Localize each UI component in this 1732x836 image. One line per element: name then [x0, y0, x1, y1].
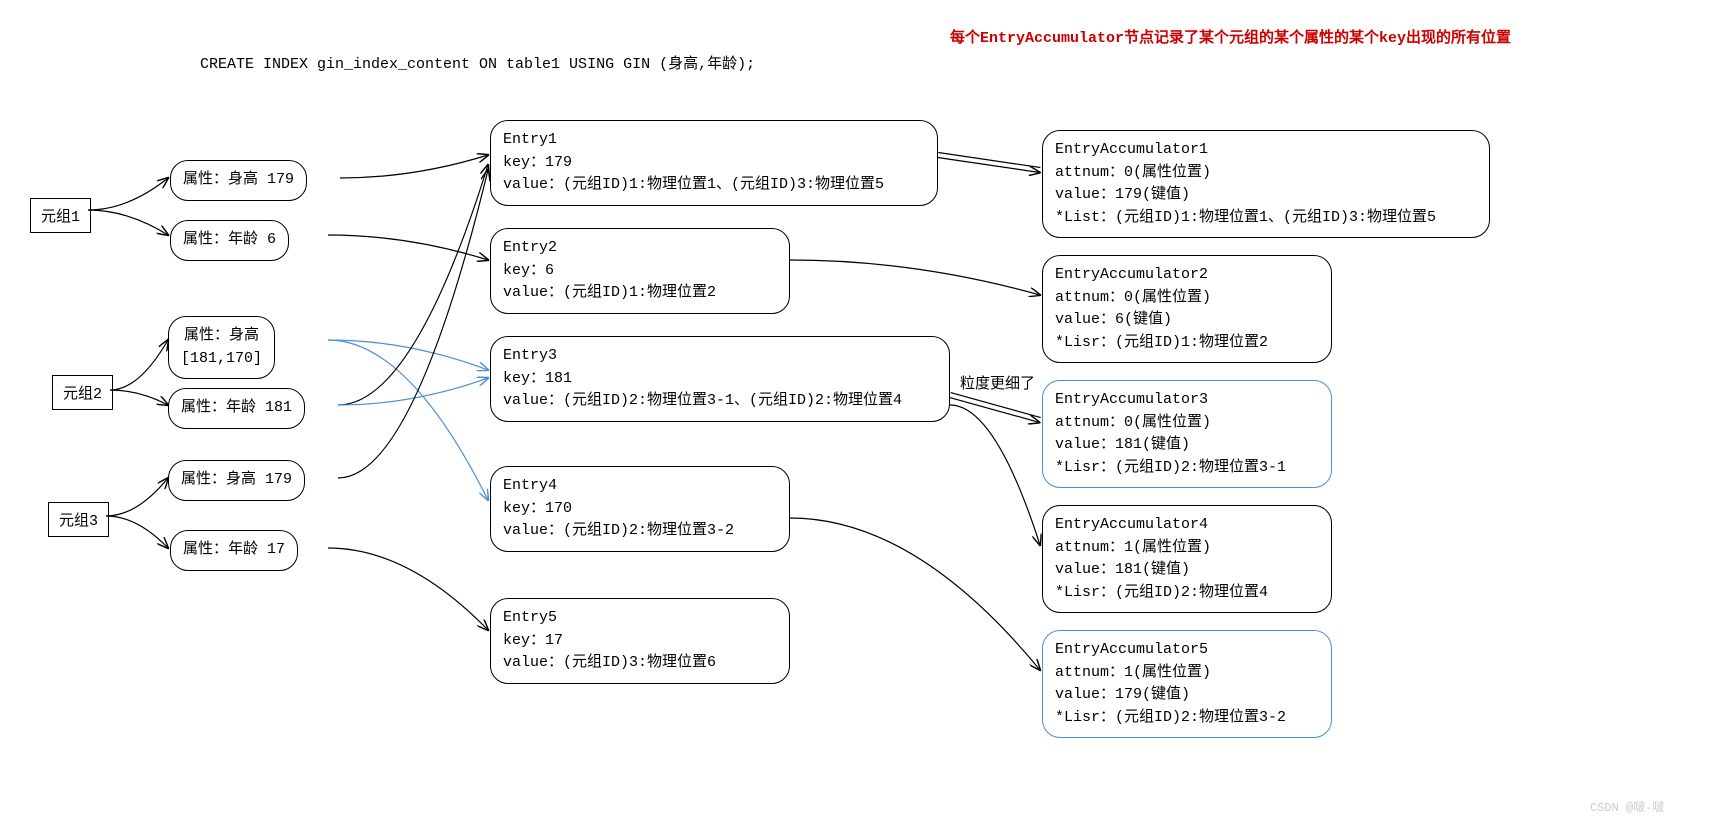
- tuple-2: 元组2: [52, 375, 113, 410]
- entry-4-title: Entry4: [503, 475, 777, 498]
- accumulator-5: EntryAccumulator5 attnum：1(属性位置) value：1…: [1042, 630, 1332, 738]
- acc-1-list: *List：(元组ID)1:物理位置1、(元组ID)3:物理位置5: [1055, 207, 1477, 230]
- acc-2-title: EntryAccumulator2: [1055, 264, 1319, 287]
- acc-4-value: value：181(键值): [1055, 559, 1319, 582]
- acc-2-attnum: attnum：0(属性位置): [1055, 287, 1319, 310]
- acc-5-attnum: attnum：1(属性位置): [1055, 662, 1319, 685]
- watermark: CSDN @啵-啵: [1590, 798, 1664, 815]
- granularity-note: 粒度更细了: [960, 372, 1035, 393]
- acc-2-value: value：6(键值): [1055, 309, 1319, 332]
- description-title: 每个EntryAccumulator节点记录了某个元组的某个属性的某个key出现…: [950, 26, 1511, 47]
- attr-3-line1: 属性：身高: [181, 325, 262, 348]
- tuple-1: 元组1: [30, 198, 91, 233]
- accumulator-3: EntryAccumulator3 attnum：0(属性位置) value：1…: [1042, 380, 1332, 488]
- acc-4-list: *Lisr：(元组ID)2:物理位置4: [1055, 582, 1319, 605]
- acc-3-attnum: attnum：0(属性位置): [1055, 412, 1319, 435]
- acc-1-title: EntryAccumulator1: [1055, 139, 1477, 162]
- attr-3: 属性：身高 [181,170]: [168, 316, 275, 379]
- entry-1-value: value：(元组ID)1:物理位置1、(元组ID)3:物理位置5: [503, 174, 925, 197]
- entry-4: Entry4 key：170 value：(元组ID)2:物理位置3-2: [490, 466, 790, 552]
- acc-2-list: *Lisr：(元组ID)1:物理位置2: [1055, 332, 1319, 355]
- entry-2-key: key：6: [503, 260, 777, 283]
- acc-3-title: EntryAccumulator3: [1055, 389, 1319, 412]
- entry-4-value: value：(元组ID)2:物理位置3-2: [503, 520, 777, 543]
- acc-5-value: value：179(键值): [1055, 684, 1319, 707]
- tuple-3: 元组3: [48, 502, 109, 537]
- acc-3-list: *Lisr：(元组ID)2:物理位置3-1: [1055, 457, 1319, 480]
- acc-4-title: EntryAccumulator4: [1055, 514, 1319, 537]
- acc-3-value: value：181(键值): [1055, 434, 1319, 457]
- accumulator-1: EntryAccumulator1 attnum：0(属性位置) value：1…: [1042, 130, 1490, 238]
- attr-5: 属性：身高 179: [168, 460, 305, 501]
- entry-1-key: key：179: [503, 152, 925, 175]
- entry-5-title: Entry5: [503, 607, 777, 630]
- acc-5-title: EntryAccumulator5: [1055, 639, 1319, 662]
- attr-3-line2: [181,170]: [181, 348, 262, 371]
- entry-3: Entry3 key：181 value：(元组ID)2:物理位置3-1、(元组…: [490, 336, 950, 422]
- entry-4-key: key：170: [503, 498, 777, 521]
- acc-1-value: value：179(键值): [1055, 184, 1477, 207]
- acc-1-attnum: attnum：0(属性位置): [1055, 162, 1477, 185]
- entry-5: Entry5 key：17 value：(元组ID)3:物理位置6: [490, 598, 790, 684]
- attr-6: 属性：年龄 17: [170, 530, 298, 571]
- acc-5-list: *Lisr：(元组ID)2:物理位置3-2: [1055, 707, 1319, 730]
- entry-3-value: value：(元组ID)2:物理位置3-1、(元组ID)2:物理位置4: [503, 390, 937, 413]
- entry-2-value: value：(元组ID)1:物理位置2: [503, 282, 777, 305]
- attr-1: 属性：身高 179: [170, 160, 307, 201]
- entry-3-title: Entry3: [503, 345, 937, 368]
- accumulator-4: EntryAccumulator4 attnum：1(属性位置) value：1…: [1042, 505, 1332, 613]
- attr-4: 属性：年龄 181: [168, 388, 305, 429]
- entry-3-key: key：181: [503, 368, 937, 391]
- entry-5-key: key：17: [503, 630, 777, 653]
- accumulator-2: EntryAccumulator2 attnum：0(属性位置) value：6…: [1042, 255, 1332, 363]
- entry-2-title: Entry2: [503, 237, 777, 260]
- entry-1-title: Entry1: [503, 129, 925, 152]
- entry-2: Entry2 key：6 value：(元组ID)1:物理位置2: [490, 228, 790, 314]
- sql-statement: CREATE INDEX gin_index_content ON table1…: [200, 52, 755, 73]
- attr-2: 属性：年龄 6: [170, 220, 289, 261]
- entry-5-value: value：(元组ID)3:物理位置6: [503, 652, 777, 675]
- entry-1: Entry1 key：179 value：(元组ID)1:物理位置1、(元组ID…: [490, 120, 938, 206]
- acc-4-attnum: attnum：1(属性位置): [1055, 537, 1319, 560]
